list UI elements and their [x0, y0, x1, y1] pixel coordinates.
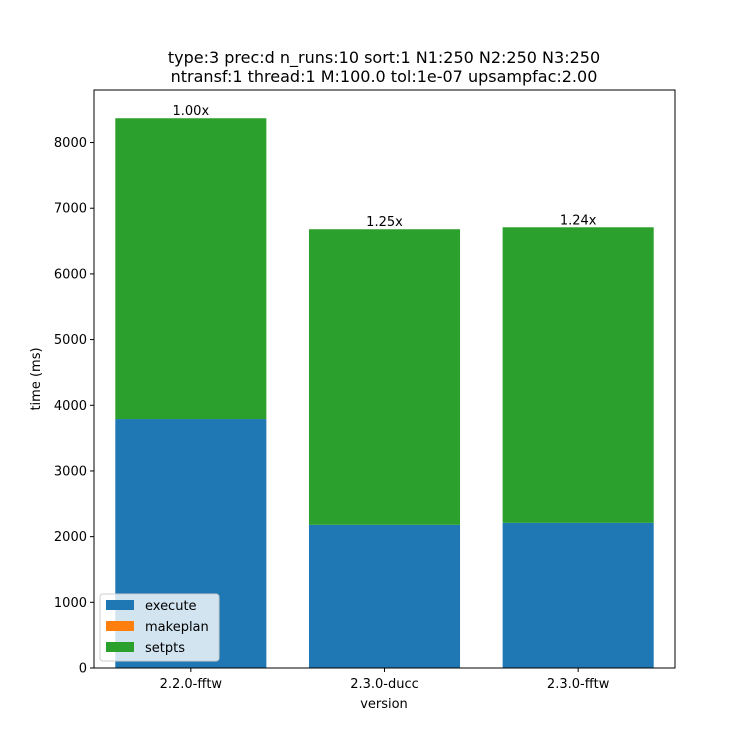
y-axis: 0 1000 2000 3000 4000 5000 6000 7000 8000 — [54, 136, 94, 677]
bar-setpts-0 — [115, 118, 267, 420]
bar-total-label-2: 1.24x — [560, 213, 597, 228]
y-tick-label: 7000 — [54, 202, 87, 217]
legend-swatch-makeplan — [106, 621, 134, 631]
x-tick-label: 2.3.0-ducc — [350, 677, 419, 692]
bar-total-label-0: 1.00x — [173, 104, 210, 119]
bar-execute-1 — [308, 524, 461, 668]
legend-label-execute: execute — [145, 599, 197, 614]
x-tick-label: 2.2.0-fftw — [160, 677, 223, 692]
y-tick-label: 8000 — [54, 136, 87, 151]
bar-setpts-2 — [502, 227, 654, 523]
bar-labels-layer: 1.00x 1.25x 1.24x — [173, 104, 597, 230]
legend: execute makeplan setpts — [99, 593, 220, 662]
y-axis-label: time (ms) — [29, 347, 44, 410]
y-tick-label: 2000 — [54, 530, 87, 545]
bars-layer — [115, 118, 654, 668]
chart-title-line-1: type:3 prec:d n_runs:10 sort:1 N1:250 N2… — [168, 48, 600, 68]
y-tick-label: 0 — [79, 662, 87, 677]
bar-total-label-1: 1.25x — [366, 215, 403, 230]
legend-label-setpts: setpts — [145, 641, 185, 656]
y-tick-label: 3000 — [54, 464, 87, 479]
legend-swatch-setpts — [106, 642, 134, 652]
y-tick-label: 1000 — [54, 596, 87, 611]
y-tick-label: 4000 — [54, 399, 87, 414]
legend-swatch-execute — [106, 600, 134, 610]
x-tick-label: 2.3.0-fftw — [547, 677, 610, 692]
x-axis-label: version — [360, 697, 408, 712]
bar-execute-2 — [502, 522, 654, 668]
chart-title-line-2: ntransf:1 thread:1 M:100.0 tol:1e-07 ups… — [171, 67, 598, 86]
x-axis: 2.2.0-fftw 2.3.0-ducc 2.3.0-fftw — [160, 668, 610, 692]
y-tick-label: 5000 — [54, 333, 87, 348]
y-tick-label: 6000 — [54, 267, 87, 282]
legend-label-makeplan: makeplan — [145, 620, 209, 635]
bar-setpts-1 — [308, 229, 461, 525]
